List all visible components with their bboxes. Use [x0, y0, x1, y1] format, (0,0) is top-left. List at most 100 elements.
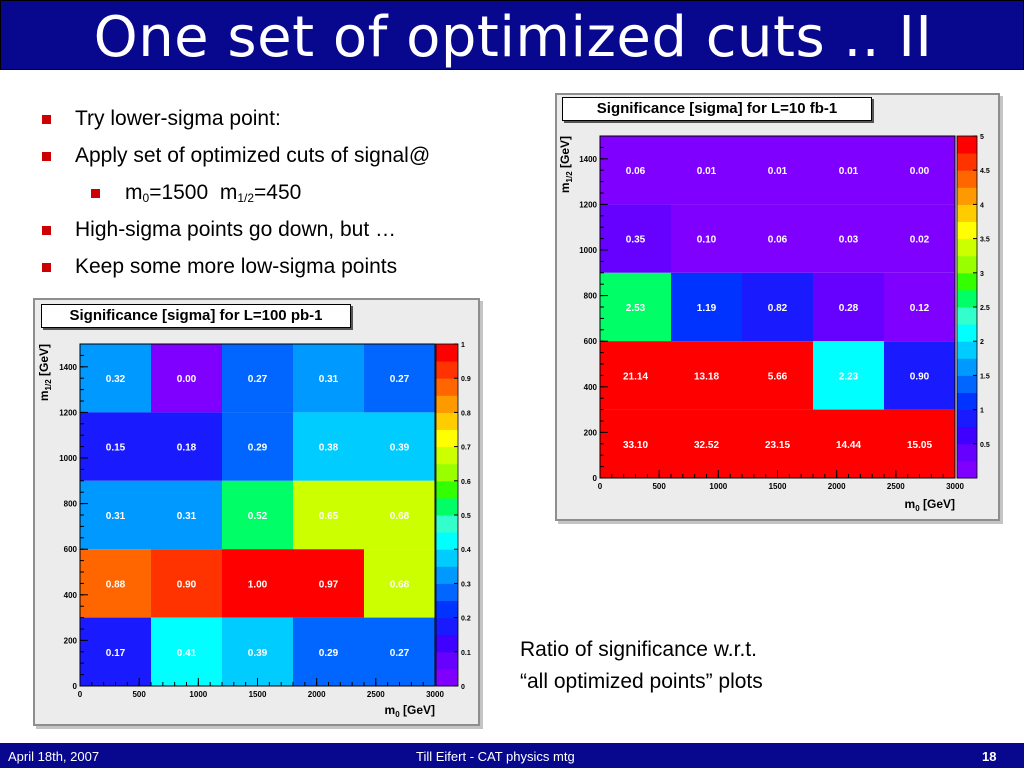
heatmap-cell [80, 617, 151, 686]
cell-label: 33.10 [623, 440, 648, 451]
heatmap-cell [80, 480, 151, 550]
y-axis-label: m1/2 [GeV] [37, 344, 53, 401]
cell-label: 0.01 [839, 166, 859, 177]
colorbar-segment [436, 429, 458, 448]
colorbar-segment [957, 409, 977, 428]
y-tick-label: 800 [584, 292, 598, 301]
y-tick-label: 200 [64, 636, 78, 645]
colorbar-tick-label: 0.2 [461, 616, 471, 623]
x-tick-label: 0 [78, 690, 83, 699]
bullet-text: Keep some more low-sigma points [75, 255, 398, 278]
x-tick-label: 1000 [709, 482, 727, 491]
y-tick-label: 1200 [59, 408, 77, 417]
bullet-text: m0=1500 m1/2=450 [125, 181, 302, 205]
colorbar-segment [957, 341, 977, 359]
cell-label: 0.31 [319, 374, 339, 385]
colorbar-tick-label: 3 [980, 271, 984, 278]
y-tick-label: 1000 [579, 246, 597, 255]
colorbar-tick-label: 0.9 [461, 376, 471, 383]
colorbar-segment [436, 617, 458, 636]
colorbar-segment [957, 221, 977, 240]
colorbar-tick-label: 4.5 [980, 168, 990, 175]
cell-label: 21.14 [623, 371, 648, 382]
bullet-text: Try lower-sigma point: [75, 107, 281, 130]
bullet-square-icon [42, 152, 51, 161]
heatmap-cell [222, 344, 293, 413]
x-axis-label: m0 [GeV] [385, 703, 435, 719]
heatmap-cell [671, 136, 742, 205]
colorbar-segment [436, 549, 458, 567]
colorbar-segment [436, 651, 458, 670]
cell-label: 0.12 [910, 303, 930, 314]
y-tick-label: 1000 [59, 454, 77, 463]
y-tick-label: 400 [584, 383, 598, 392]
cell-label: 0.29 [319, 648, 339, 659]
cell-label: 0.29 [248, 443, 268, 454]
colorbar-tick-label: 0 [461, 684, 465, 691]
footer-date: April 18th, 2007 [8, 749, 100, 764]
heatmap-cell [293, 344, 364, 413]
heatmap-cell [884, 272, 955, 342]
heatmap-cell [151, 549, 222, 618]
heatmap-cell [222, 412, 293, 481]
y-tick-label: 0 [593, 474, 598, 483]
cell-label: 0.06 [768, 235, 788, 246]
cell-label: 0.28 [839, 303, 859, 314]
colorbar-segment [957, 255, 977, 274]
colorbar-segment [436, 361, 458, 379]
bullet-text: High-sigma points go down, but … [75, 218, 396, 241]
cell-label: 0.01 [768, 166, 788, 177]
cell-label: 0.68 [390, 579, 410, 590]
heatmap-cell [742, 409, 813, 478]
cell-label: 1.19 [697, 303, 717, 314]
heatmap-100pb: 0.32 0.00 0.27 0.31 0.270.15 0.18 0.29 0.38 0.39… [37, 342, 471, 719]
caption-line: Ratio of significance w.r.t. [520, 638, 757, 661]
page-number: 18 [982, 749, 997, 764]
colorbar-tick-label: 1 [461, 342, 465, 349]
x-tick-label: 3000 [426, 690, 444, 699]
x-tick-label: 500 [652, 482, 666, 491]
cell-label: 0.15 [106, 443, 126, 454]
x-axis-label: m0 [GeV] [905, 497, 955, 513]
colorbar-segment [957, 136, 977, 154]
y-tick-label: 800 [64, 500, 78, 509]
cell-label: 0.65 [319, 511, 339, 522]
bullet-square-icon [42, 263, 51, 272]
x-tick-label: 3000 [946, 482, 964, 491]
heatmap-cell [813, 272, 884, 342]
colorbar-tick-label: 0.1 [461, 650, 471, 657]
cell-label: 0.27 [390, 648, 410, 659]
heatmap-cell [813, 204, 884, 273]
colorbar-segment [957, 443, 977, 462]
heatmap-cell [222, 480, 293, 550]
cell-label: 13.18 [694, 371, 719, 382]
heatmap-cell [364, 480, 435, 550]
caption: Ratio of significance w.r.t. “all optimi… [520, 634, 763, 698]
heatmap-cell [742, 341, 813, 410]
plot-title: Significance [sigma] for L=10 fb-1 [562, 97, 872, 121]
heatmap-cell [813, 341, 884, 410]
cell-label: 0.90 [177, 579, 197, 590]
colorbar-tick-label: 4 [980, 202, 984, 209]
heatmap-cell [671, 204, 742, 273]
cell-label: 0.00 [177, 374, 197, 385]
cell-label: 0.35 [626, 235, 646, 246]
colorbar-tick-label: 0.3 [461, 581, 471, 588]
heatmap-cell [600, 204, 671, 273]
cell-label: 0.10 [697, 235, 717, 246]
y-tick-label: 600 [64, 545, 78, 554]
colorbar-segment [957, 289, 977, 308]
colorbar-tick-label: 2 [980, 339, 984, 346]
colorbar-tick-label: 5 [980, 134, 984, 141]
cell-label: 14.44 [836, 440, 861, 451]
colorbar-segment [436, 497, 458, 516]
heatmap-cell [884, 341, 955, 410]
heatmap-cell [600, 136, 671, 205]
heatmap-cell [222, 617, 293, 686]
x-tick-label: 500 [132, 690, 146, 699]
colorbar-segment [957, 375, 977, 393]
heatmap-cell [364, 344, 435, 413]
cell-label: 0.01 [697, 166, 717, 177]
heatmap-cell [884, 409, 955, 478]
cell-label: 1.00 [248, 579, 268, 590]
